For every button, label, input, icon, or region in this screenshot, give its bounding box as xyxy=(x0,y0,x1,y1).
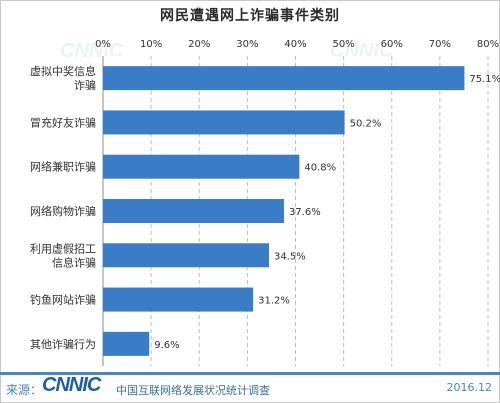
footer-source-label: 来源： xyxy=(6,383,43,397)
category-label: 虚拟中奖信息 xyxy=(30,64,96,78)
bar-value-label: 75.1% xyxy=(469,74,500,85)
category-label: 网络兼职诈骗 xyxy=(30,160,96,174)
cnnic-logo: CNNIC xyxy=(42,374,101,396)
footer-org-name: 中国互联网络发展状况统计调查 xyxy=(116,384,270,397)
x-tick-label: 10% xyxy=(140,39,162,50)
bar-value-label: 37.6% xyxy=(289,207,321,218)
category-label: 其他诈骗行为 xyxy=(30,337,96,351)
bar xyxy=(103,331,150,356)
category-label: 诈骗 xyxy=(74,78,96,92)
bar-value-label: 9.6% xyxy=(154,340,179,351)
x-tick-label: 0% xyxy=(95,39,111,50)
x-tick-label: 20% xyxy=(188,39,210,50)
bar-value-label: 40.8% xyxy=(304,163,336,174)
footer-divider xyxy=(0,372,500,375)
x-tick-label: 50% xyxy=(333,39,355,50)
x-tick-label: 40% xyxy=(284,39,306,50)
x-tick-label: 60% xyxy=(381,39,403,50)
footer-date: 2016.12 xyxy=(446,381,493,394)
bar xyxy=(103,287,254,312)
bar-value-label: 31.2% xyxy=(258,296,290,307)
bar-value-label: 50.2% xyxy=(350,118,382,129)
category-label: 信息诈骗 xyxy=(52,255,96,269)
x-tick-label: 80% xyxy=(477,39,499,50)
chart-title: 网民遭遇网上诈骗事件类别 xyxy=(160,8,340,24)
x-tick-label: 70% xyxy=(429,39,451,50)
bar xyxy=(103,66,465,91)
bar xyxy=(103,243,270,268)
bar xyxy=(103,154,300,179)
category-label: 利用虚假招工 xyxy=(30,241,96,255)
bar-value-label: 34.5% xyxy=(274,251,306,262)
bar xyxy=(103,110,345,135)
bar xyxy=(103,199,284,223)
category-label: 网络购物诈骗 xyxy=(30,204,96,218)
x-tick-label: 30% xyxy=(236,39,258,50)
category-label: 钓鱼网站诈骗 xyxy=(30,293,96,307)
category-label: 冒充好友诈骗 xyxy=(30,115,96,129)
